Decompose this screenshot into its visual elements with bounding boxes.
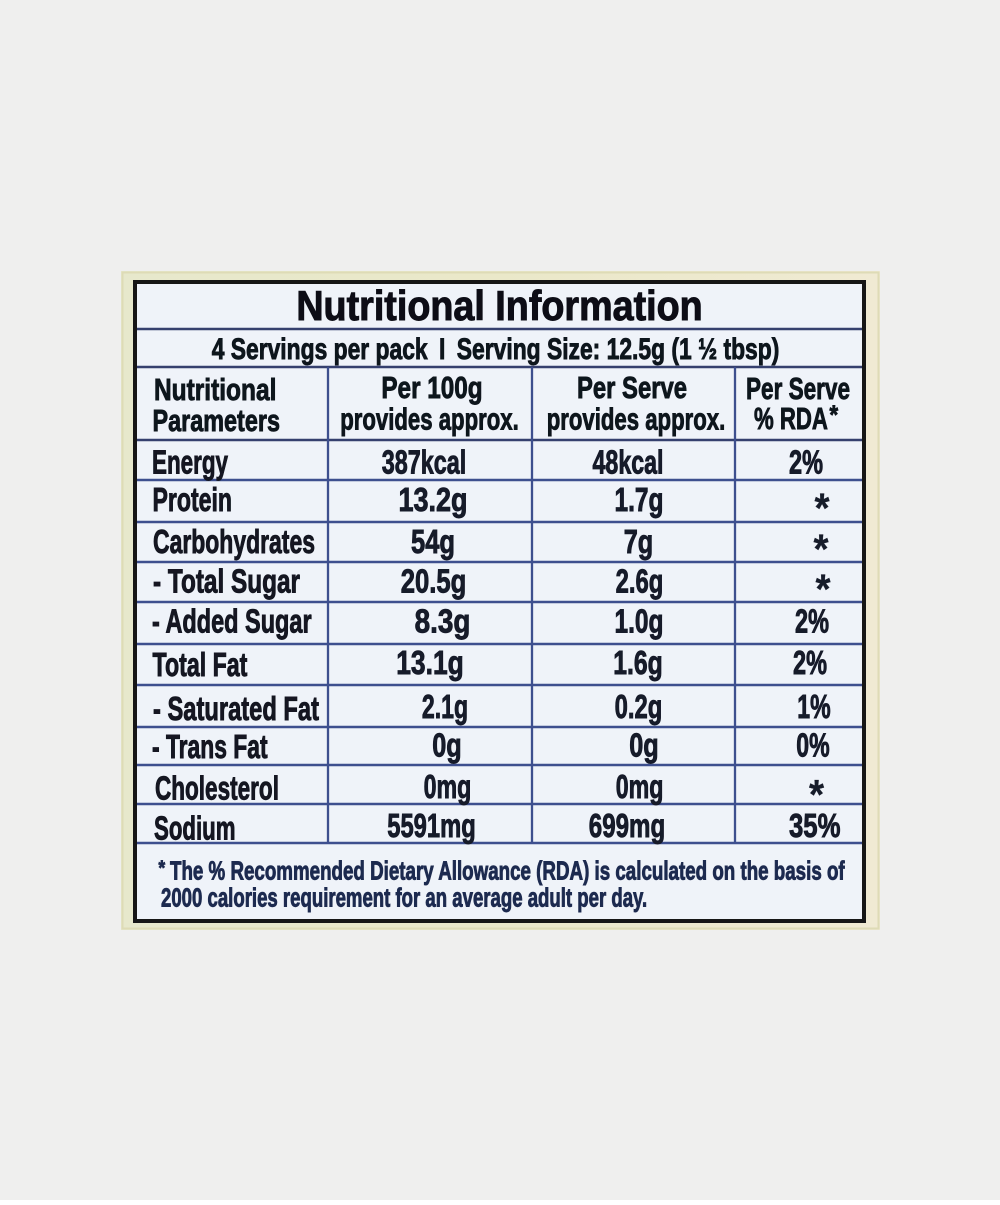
svg-text:1%: 1% <box>797 689 830 726</box>
svg-text:48kcal: 48kcal <box>592 445 663 482</box>
svg-text:2.6g: 2.6g <box>616 564 664 601</box>
svg-text:699mg: 699mg <box>589 808 665 845</box>
svg-text:provides approx.: provides approx. <box>340 402 519 437</box>
svg-text:Nutritional Information: Nutritional Information <box>296 283 702 329</box>
svg-text:Carbohydrates: Carbohydrates <box>153 524 315 561</box>
svg-text:Cholesterol: Cholesterol <box>155 769 279 806</box>
svg-text:Per Serve: Per Serve <box>746 370 850 405</box>
svg-text:54g: 54g <box>411 524 455 561</box>
svg-text:2%: 2% <box>793 645 827 682</box>
svg-text:0g: 0g <box>629 727 658 764</box>
svg-text:1.6g: 1.6g <box>613 646 663 682</box>
svg-text:*: * <box>813 525 828 573</box>
svg-text:2000 calories requirement for: 2000 calories requirement for an average… <box>161 883 647 912</box>
svg-text:- Trans Fat: - Trans Fat <box>152 729 268 766</box>
svg-text:0.2g: 0.2g <box>615 689 663 726</box>
svg-text:Total Fat: Total Fat <box>153 647 248 684</box>
svg-text:Nutritional: Nutritional <box>154 372 276 406</box>
svg-text:provides approx.: provides approx. <box>547 402 726 437</box>
svg-text:% RDA: % RDA <box>754 401 828 435</box>
svg-text:Per 100g: Per 100g <box>381 370 482 405</box>
svg-text:0%: 0% <box>796 728 829 765</box>
svg-text:*: * <box>814 484 829 532</box>
svg-text:7g: 7g <box>624 524 653 561</box>
svg-text:8.3g: 8.3g <box>415 603 471 640</box>
svg-text:1.0g: 1.0g <box>615 604 664 640</box>
svg-text:5591mg: 5591mg <box>387 808 475 845</box>
svg-text:13.2g: 13.2g <box>399 483 468 519</box>
svg-text:0mg: 0mg <box>424 769 472 806</box>
svg-text:2.1g: 2.1g <box>422 689 468 726</box>
svg-text:The % Recommended Dietary Allo: The % Recommended Dietary Allowance (RDA… <box>170 855 845 885</box>
svg-text:35%: 35% <box>789 808 840 845</box>
svg-text:387kcal: 387kcal <box>382 445 467 482</box>
svg-text:0mg: 0mg <box>616 769 664 806</box>
svg-text:20.5g: 20.5g <box>401 563 467 600</box>
svg-text:- Added Sugar: - Added Sugar <box>152 604 312 641</box>
svg-text:Protein: Protein <box>153 482 233 519</box>
svg-text:1.7g: 1.7g <box>615 483 664 519</box>
svg-text:2%: 2% <box>789 445 823 482</box>
svg-text:*: * <box>159 856 166 879</box>
svg-text:- Total Sugar: - Total Sugar <box>153 564 300 600</box>
svg-text:Energy: Energy <box>152 443 228 480</box>
svg-text:Parameters: Parameters <box>153 403 280 438</box>
svg-text:13.1g: 13.1g <box>396 645 464 681</box>
svg-text:0g: 0g <box>432 727 461 764</box>
svg-text:Sodium: Sodium <box>154 810 236 846</box>
svg-text:*: * <box>830 401 839 430</box>
svg-text:- Saturated Fat: - Saturated Fat <box>153 691 319 728</box>
svg-text:Per Serve: Per Serve <box>577 370 687 405</box>
svg-text:*: * <box>815 565 830 613</box>
svg-text:*: * <box>809 770 824 818</box>
svg-text:2%: 2% <box>795 604 829 641</box>
svg-text:4 Servings per pack I Serving: 4 Servings per pack I Serving Size: 12.5… <box>212 332 780 366</box>
